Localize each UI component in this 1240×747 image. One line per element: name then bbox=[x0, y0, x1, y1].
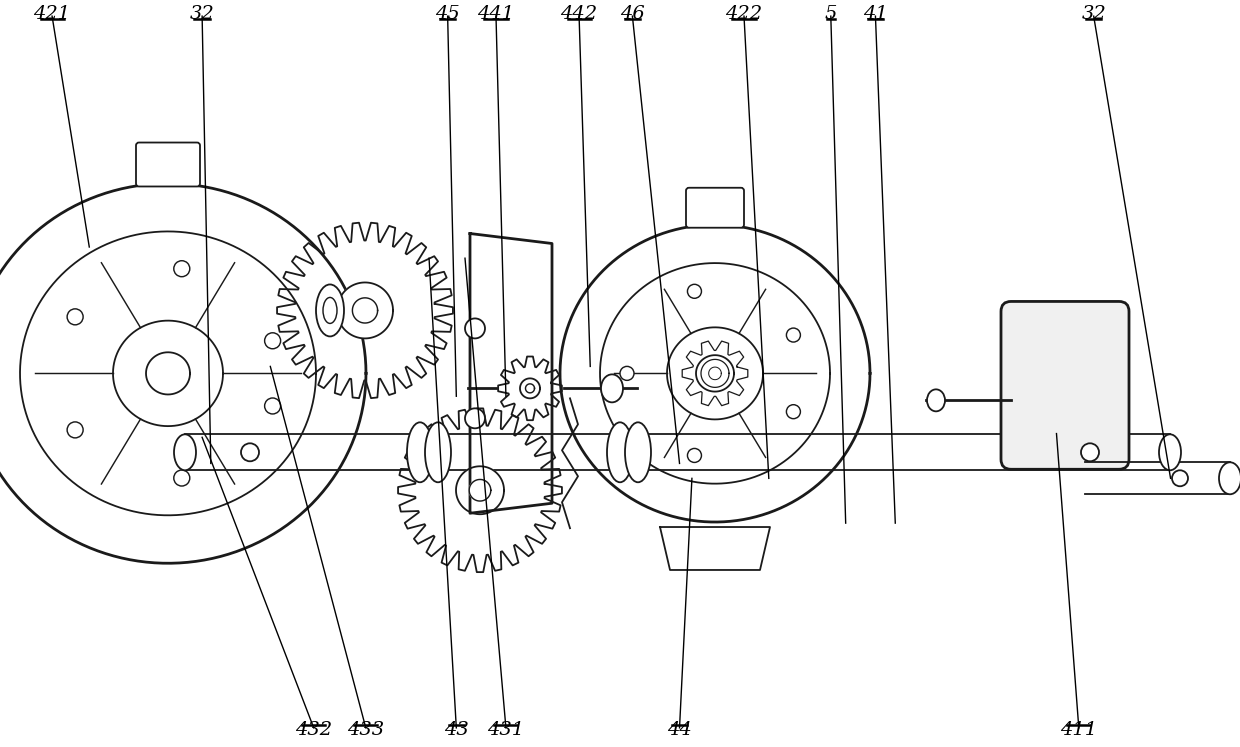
Circle shape bbox=[1172, 471, 1188, 486]
Circle shape bbox=[67, 309, 83, 325]
Circle shape bbox=[264, 332, 280, 349]
Text: 441: 441 bbox=[477, 5, 515, 23]
Circle shape bbox=[786, 328, 800, 342]
Text: 32: 32 bbox=[1081, 5, 1106, 23]
Circle shape bbox=[1081, 443, 1099, 462]
Polygon shape bbox=[701, 359, 729, 388]
Circle shape bbox=[174, 261, 190, 276]
Polygon shape bbox=[696, 355, 734, 391]
Ellipse shape bbox=[407, 422, 433, 483]
Circle shape bbox=[786, 405, 800, 418]
Ellipse shape bbox=[316, 285, 343, 336]
Text: 44: 44 bbox=[667, 721, 692, 739]
Circle shape bbox=[687, 448, 702, 462]
Circle shape bbox=[67, 422, 83, 438]
Polygon shape bbox=[398, 409, 562, 572]
Ellipse shape bbox=[608, 422, 632, 483]
Circle shape bbox=[687, 285, 702, 298]
Text: 32: 32 bbox=[190, 5, 215, 23]
Text: 433: 433 bbox=[347, 721, 384, 739]
Circle shape bbox=[241, 443, 259, 462]
Polygon shape bbox=[470, 234, 552, 513]
Polygon shape bbox=[498, 356, 562, 421]
Text: 421: 421 bbox=[33, 5, 71, 23]
Text: 432: 432 bbox=[295, 721, 332, 739]
Circle shape bbox=[174, 470, 190, 486]
Text: 43: 43 bbox=[444, 721, 469, 739]
Ellipse shape bbox=[1219, 462, 1240, 495]
Polygon shape bbox=[277, 223, 453, 398]
Ellipse shape bbox=[928, 389, 945, 412]
Text: 45: 45 bbox=[435, 5, 460, 23]
Ellipse shape bbox=[601, 374, 622, 403]
Ellipse shape bbox=[425, 422, 451, 483]
FancyBboxPatch shape bbox=[686, 187, 744, 228]
Text: 422: 422 bbox=[725, 5, 763, 23]
FancyBboxPatch shape bbox=[1001, 302, 1128, 469]
Ellipse shape bbox=[625, 422, 651, 483]
Text: 46: 46 bbox=[620, 5, 645, 23]
Polygon shape bbox=[337, 282, 393, 338]
Text: 5: 5 bbox=[825, 5, 837, 23]
FancyBboxPatch shape bbox=[136, 143, 200, 187]
Polygon shape bbox=[146, 353, 190, 394]
Polygon shape bbox=[660, 527, 770, 570]
Ellipse shape bbox=[322, 297, 337, 323]
Polygon shape bbox=[469, 480, 491, 501]
Polygon shape bbox=[526, 384, 534, 393]
Polygon shape bbox=[520, 379, 539, 398]
Circle shape bbox=[264, 398, 280, 414]
Polygon shape bbox=[352, 298, 378, 323]
Polygon shape bbox=[456, 466, 503, 514]
Ellipse shape bbox=[174, 434, 196, 471]
Circle shape bbox=[620, 366, 634, 380]
Text: 431: 431 bbox=[487, 721, 525, 739]
Circle shape bbox=[465, 318, 485, 338]
Circle shape bbox=[465, 409, 485, 428]
Polygon shape bbox=[682, 341, 748, 406]
Text: 442: 442 bbox=[560, 5, 598, 23]
Text: 41: 41 bbox=[863, 5, 888, 23]
Text: 411: 411 bbox=[1060, 721, 1097, 739]
Polygon shape bbox=[1085, 462, 1230, 495]
Polygon shape bbox=[709, 367, 722, 379]
Ellipse shape bbox=[1159, 434, 1180, 471]
Polygon shape bbox=[185, 434, 1171, 471]
